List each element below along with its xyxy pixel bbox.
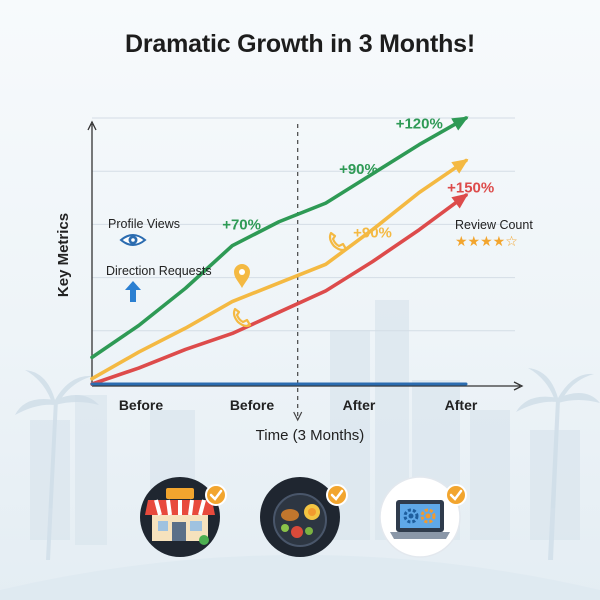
y-axis-arrow [87,120,97,131]
review-stars: ★★★★☆ [455,233,518,249]
gridlines [92,117,515,332]
check-badge-icon [445,484,467,506]
series-layer [90,116,469,386]
arrow-up-icon [125,281,141,302]
x-tick-label: Before [119,397,164,413]
annotation-label: +90% [339,161,378,178]
annotation-label: +70% [222,217,261,234]
check-badge-icon [205,484,227,506]
food-plate-icon [260,477,340,557]
annotations: +70% +90% +120% +90% +150% [222,116,494,242]
chart-title: Dramatic Growth in 3 Months! [125,30,475,58]
series-arrowhead-orange [451,158,469,174]
annotation-label: +90% [353,225,392,242]
x-tick-label: After [445,397,478,413]
profile-views-label: Profile Views [108,217,180,231]
x-tick-label: Before [230,397,275,413]
series-arrowhead-green [451,116,469,131]
laptop-settings-icon [379,476,461,558]
map-pin-icon [234,264,250,288]
review-count-label: Review Count [455,218,533,232]
series-arrowhead-red [451,193,469,209]
series-line-green [90,116,468,360]
x-tick-label: After [343,397,376,413]
x-axis-label: Time (3 Months) [256,427,365,444]
phone-icon [232,307,252,328]
annotation-label: +150% [447,179,494,196]
series-line-red [90,193,468,386]
direction-requests-label: Direction Requests [106,264,212,278]
check-badge-icon [326,484,348,506]
eye-icon [119,234,147,246]
divider-arrow [293,411,303,422]
series-line-orange [90,158,468,381]
y-axis-label: Key Metrics [55,213,72,297]
x-axis-arrow [513,381,524,391]
phone-icon [328,231,348,252]
annotation-label: +120% [396,116,443,133]
tick-labels: Before Before After After [119,397,478,413]
storefront-icon [140,477,220,557]
